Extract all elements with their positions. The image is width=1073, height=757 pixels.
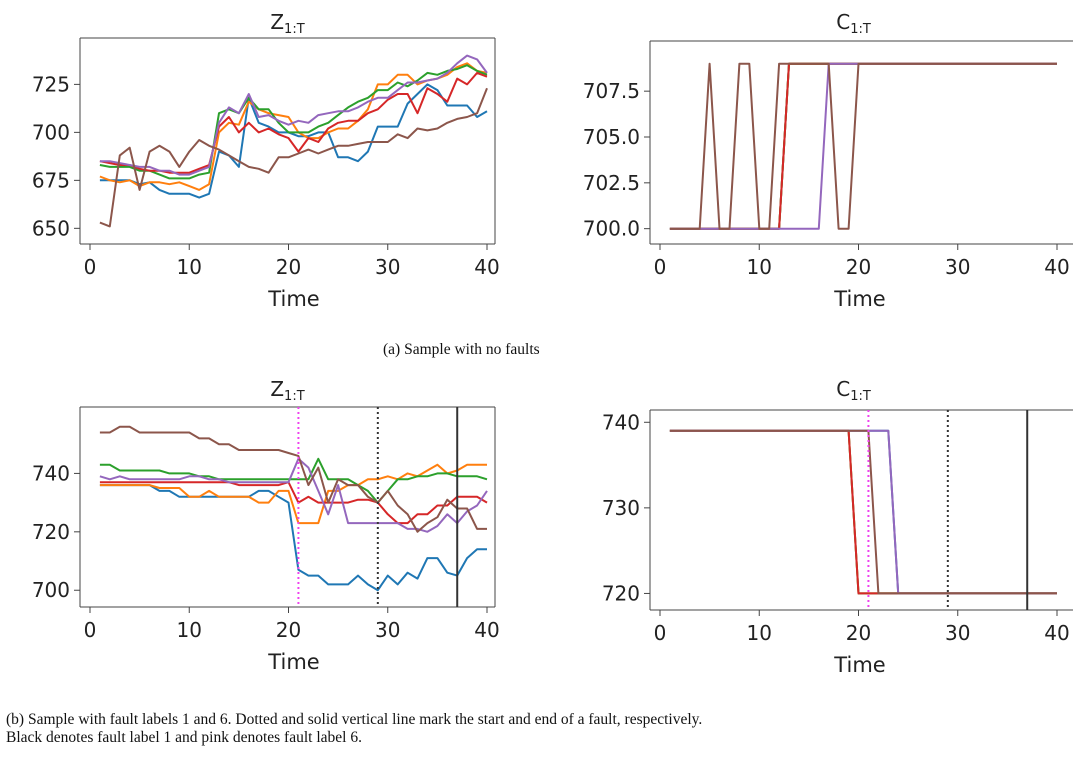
x-axis-label: Time: [833, 653, 885, 677]
chart-title: C1:T: [836, 377, 871, 404]
series-line-5: [99, 54, 488, 176]
y-tick-label: 700: [32, 578, 70, 602]
chart-panel-3: Z1:T 0 10 20 30 40 700 720 740 Time: [32, 377, 500, 674]
x-tick-label: 30: [945, 255, 970, 279]
x-tick-label: 0: [84, 255, 97, 279]
chart-title-subscript: 1:T: [284, 389, 305, 404]
chart-panel-2: C1:T 0 10 20 30 40 700.0 702.5 705.0 707.5 Time: [583, 10, 1073, 311]
chart-title-subscript: 1:T: [850, 22, 871, 37]
data-area: [99, 425, 488, 592]
x-tick-label: 40: [1044, 255, 1069, 279]
series-line-6: [99, 87, 488, 228]
caption-b-line1: (b) Sample with fault labels 1 and 6. Do…: [6, 711, 703, 728]
caption-a: (a) Sample with no faults: [383, 341, 540, 358]
y-tick-label: 740: [32, 461, 70, 485]
series-line-6: [669, 429, 1057, 595]
y-tick-label: 700.0: [583, 217, 640, 241]
x-tick-label: 30: [375, 618, 400, 642]
data-area: [669, 62, 1057, 230]
chart-title: Z1:T: [270, 377, 304, 404]
series-line-1: [669, 62, 1057, 230]
x-tick-label: 10: [747, 255, 772, 279]
caption-b-line2: Black denotes fault label 1 and pink den…: [6, 729, 362, 746]
series-line-2: [669, 62, 1057, 230]
series-line-4: [669, 429, 1057, 595]
y-tick-label: 725: [32, 72, 70, 96]
series-line-1: [669, 429, 1057, 595]
x-tick-label: 20: [846, 255, 871, 279]
series-line-6: [669, 62, 1057, 230]
x-tick-label: 10: [177, 255, 202, 279]
series-line-1: [99, 83, 488, 199]
x-tick-label: 10: [747, 621, 772, 645]
x-tick-label: 20: [276, 618, 301, 642]
y-tick-label: 650: [32, 216, 70, 240]
series-line-4: [99, 481, 488, 525]
y-tick-label: 675: [32, 168, 70, 192]
x-tick-label: 30: [945, 621, 970, 645]
series-line-3: [99, 457, 488, 504]
series-line-3: [669, 429, 1057, 595]
series-line-3: [669, 62, 1057, 230]
x-tick-label: 40: [1044, 621, 1069, 645]
chart-panel-4: C1:T 0 10 20 30 40 720 730 740 Time: [602, 377, 1073, 677]
y-tick-label: 720: [602, 581, 640, 605]
series-line-6: [99, 425, 487, 533]
y-tick-label: 700: [32, 120, 70, 144]
chart-title: C1:T: [836, 10, 871, 37]
series-line-1: [99, 484, 487, 592]
x-axis-label: Time: [833, 287, 885, 311]
chart-title: Z1:T: [270, 10, 304, 37]
x-tick-label: 0: [654, 255, 667, 279]
x-tick-label: 30: [375, 255, 400, 279]
series-line-2: [99, 463, 487, 525]
x-tick-label: 10: [177, 618, 202, 642]
x-tick-label: 20: [276, 255, 301, 279]
x-axis-label: Time: [267, 650, 319, 674]
chart-title-subscript: 1:T: [850, 389, 871, 404]
series-line-5: [669, 62, 1057, 230]
data-area: [669, 429, 1057, 595]
y-tick-label: 740: [602, 410, 640, 434]
chart-title-subscript: 1:T: [284, 22, 305, 37]
y-tick-label: 702.5: [583, 171, 640, 195]
series-line-5: [669, 429, 1057, 595]
y-tick-label: 720: [32, 520, 70, 544]
x-tick-label: 0: [654, 621, 667, 645]
x-tick-label: 40: [474, 618, 499, 642]
x-tick-label: 40: [474, 255, 499, 279]
x-axis-label: Time: [267, 287, 319, 311]
y-tick-label: 707.5: [583, 79, 640, 103]
x-tick-label: 20: [846, 621, 871, 645]
y-tick-label: 705.0: [583, 125, 640, 149]
series-line-4: [669, 62, 1057, 230]
y-tick-label: 730: [602, 496, 640, 520]
series-line-3: [99, 64, 488, 180]
series-line-2: [669, 429, 1057, 595]
chart-panel-1: Z1:T 0 10 20 30 40 650 675 700 725 Time: [32, 10, 500, 311]
series-line-5: [99, 457, 488, 533]
data-area: [99, 54, 488, 228]
x-tick-label: 0: [84, 618, 97, 642]
